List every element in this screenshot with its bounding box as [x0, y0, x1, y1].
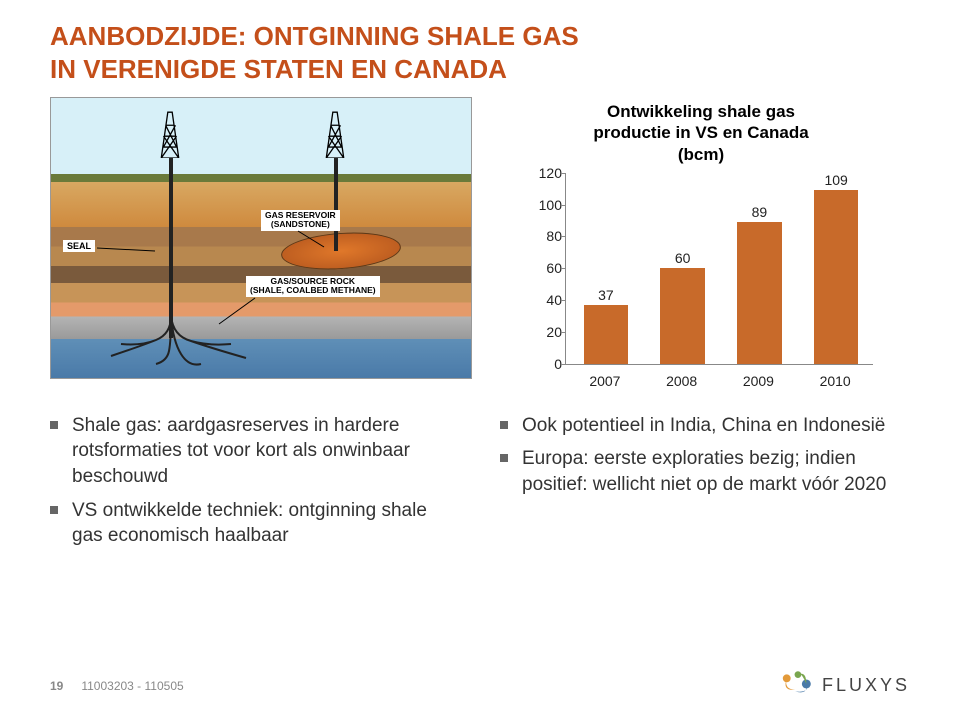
bar — [660, 268, 705, 364]
y-tick-label: 40 — [528, 292, 562, 308]
bar-value-label: 109 — [811, 172, 861, 188]
title-line-1: AANBODZIJDE: ONTGINNING SHALE GAS — [50, 21, 579, 51]
bullets-left: Shale gas: aardgasreserves in hardere ro… — [50, 413, 460, 557]
bar-chart: 020406080100120376089109 200720082009201… — [521, 169, 881, 389]
bullet-item: VS ontwikkelde techniek: ontginning shal… — [50, 498, 460, 549]
bar — [584, 305, 629, 364]
bar-value-label: 60 — [658, 250, 708, 266]
y-tick-label: 20 — [528, 324, 562, 340]
logo-icon — [778, 669, 816, 702]
bullet-text: Ook potentieel in India, China en Indone… — [522, 413, 885, 439]
y-tick-label: 60 — [528, 260, 562, 276]
logo-text: FLUXYS — [822, 675, 910, 696]
x-tick-label: 2010 — [820, 373, 851, 389]
y-tick-label: 80 — [528, 228, 562, 244]
y-tick-label: 120 — [528, 165, 562, 181]
ground-strip — [51, 174, 471, 182]
y-tick-label: 100 — [528, 197, 562, 213]
seal-label: SEAL — [63, 240, 95, 252]
bar-chart-container: Ontwikkeling shale gas productie in VS e… — [492, 97, 910, 389]
brand-logo: FLUXYS — [778, 669, 910, 702]
bullets-right: Ook potentieel in India, China en Indone… — [500, 413, 910, 557]
bullet-item: Europa: eerste exploraties bezig; indien… — [500, 446, 910, 497]
bullet-icon — [500, 454, 508, 462]
title-line-2: IN VERENIGDE STATEN EN CANADA — [50, 54, 507, 84]
slide-title: AANBODZIJDE: ONTGINNING SHALE GAS IN VER… — [50, 20, 910, 85]
bullet-text: Shale gas: aardgasreserves in hardere ro… — [72, 413, 460, 490]
bar-value-label: 37 — [581, 287, 631, 303]
derrick-icon — [324, 110, 346, 158]
bullet-text: VS ontwikkelde techniek: ontginning shal… — [72, 498, 460, 549]
bullet-text: Europa: eerste exploraties bezig; indien… — [522, 446, 910, 497]
doc-code: 11003203 - 110505 — [81, 679, 183, 693]
seal-pointer — [97, 244, 157, 254]
source-rock-label: GAS/SOURCE ROCK (SHALE, COALBED METHANE) — [246, 276, 380, 297]
bullet-icon — [50, 421, 58, 429]
page-number: 19 — [50, 679, 78, 693]
x-tick-label: 2008 — [666, 373, 697, 389]
well-2 — [334, 158, 338, 251]
geology-diagram: SEAL GAS RESERVOIR (SANDSTONE) GAS/SOURC… — [50, 97, 472, 379]
footer-left: 19 11003203 - 110505 — [50, 679, 184, 693]
y-tick-label: 0 — [528, 356, 562, 372]
source-pointer — [217, 296, 257, 326]
bar-value-label: 89 — [734, 204, 784, 220]
x-tick-label: 2009 — [743, 373, 774, 389]
bullet-item: Shale gas: aardgasreserves in hardere ro… — [50, 413, 460, 490]
reservoir-label: GAS RESERVOIR (SANDSTONE) — [261, 210, 340, 231]
bar — [737, 222, 782, 364]
bar — [814, 190, 859, 363]
chart-title: Ontwikkeling shale gas productie in VS e… — [593, 101, 808, 165]
bullet-icon — [50, 506, 58, 514]
well-1 — [169, 158, 173, 338]
reservoir-pointer — [296, 229, 326, 249]
bullet-icon — [500, 421, 508, 429]
derrick-icon — [159, 110, 181, 158]
bullet-item: Ook potentieel in India, China en Indone… — [500, 413, 910, 439]
x-tick-label: 2007 — [589, 373, 620, 389]
